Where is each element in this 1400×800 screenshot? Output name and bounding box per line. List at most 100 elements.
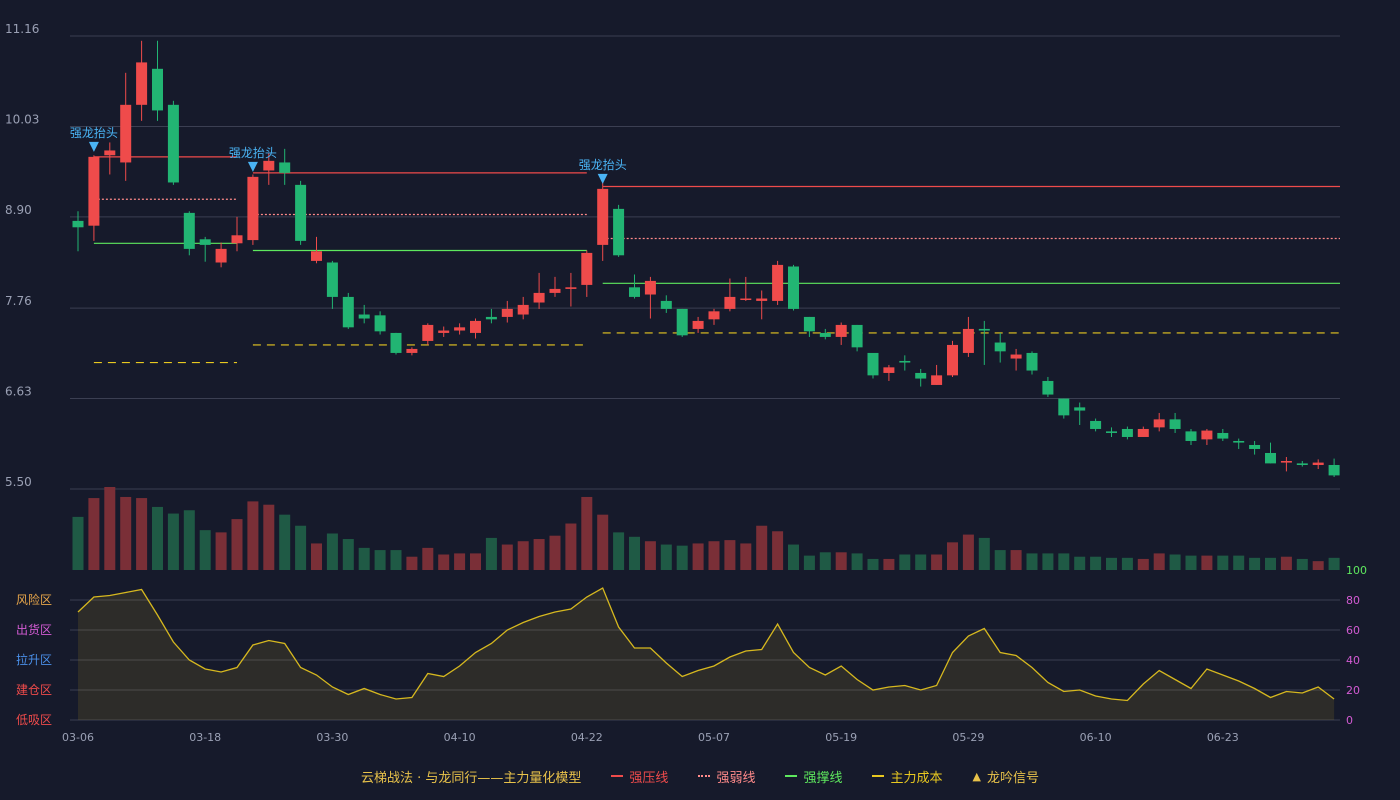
candle-body	[565, 287, 577, 289]
volume-bar	[613, 532, 625, 570]
candle-body	[1010, 354, 1022, 359]
candle-body	[1106, 431, 1117, 433]
candle-body	[708, 311, 720, 320]
candle-body	[788, 266, 799, 309]
chart-legend: 云梯战法 · 与龙同行——主力量化模型 强压线 强弱线 强撑线 主力成本 ▲ 龙…	[0, 764, 1400, 788]
x-tick-label: 04-10	[444, 731, 476, 744]
legend-item-cost[interactable]: 主力成本	[872, 767, 942, 786]
volume-bar	[708, 541, 720, 570]
candle-body	[1090, 420, 1102, 429]
candle-body	[1137, 428, 1149, 437]
volume-bar	[1106, 557, 1117, 570]
candle-body	[772, 264, 784, 301]
candle-body	[1217, 432, 1229, 439]
legend-item-pressure[interactable]: 强压线	[611, 767, 668, 786]
volume-bar	[549, 535, 561, 570]
indicator-line	[77, 587, 1335, 702]
volume-bar	[803, 555, 815, 570]
x-tick-label: 06-23	[1207, 731, 1239, 744]
signal-arrow-icon	[597, 173, 608, 184]
x-tick-label: 03-30	[316, 731, 348, 744]
zone-label: 拉升区	[16, 652, 52, 667]
x-tick-label: 05-29	[952, 731, 984, 744]
candle-body	[136, 62, 148, 105]
indicator-tick-label: 80	[1346, 594, 1360, 607]
volume-bar	[167, 513, 179, 570]
candle-body	[279, 162, 291, 173]
signal-label: 强龙抬头	[229, 146, 277, 160]
candle-body	[231, 235, 243, 244]
volume-bar	[676, 545, 688, 570]
volume-bar	[899, 554, 911, 570]
candle-body	[978, 328, 990, 331]
price-tick-label: 7.76	[5, 294, 32, 308]
support-line-swatch	[785, 775, 798, 777]
volume-bar	[772, 531, 784, 570]
candle-body	[358, 314, 370, 319]
volume-bar	[1296, 558, 1308, 570]
volume-bar	[1280, 556, 1292, 570]
volume-bar	[962, 534, 974, 570]
candle-body	[756, 298, 768, 301]
candle-body	[342, 296, 354, 328]
volume-bar	[311, 543, 322, 570]
volume-bar	[867, 558, 879, 570]
legend-item-weak[interactable]: 强弱线	[698, 767, 755, 786]
volume-bar	[326, 533, 338, 570]
volume-bar	[660, 544, 672, 570]
volume-bar	[1010, 550, 1022, 570]
candle-body	[406, 348, 418, 353]
volume-bar	[501, 544, 513, 570]
candle-body	[1233, 440, 1245, 443]
legend-label-weak: 强弱线	[716, 770, 756, 786]
volume-bar	[851, 553, 863, 570]
volume-bar	[342, 539, 354, 570]
volume-bar	[565, 523, 577, 570]
candle-body	[1058, 398, 1070, 416]
candle-body	[295, 184, 307, 241]
zone-label: 出货区	[16, 622, 52, 637]
volume-bar	[1312, 561, 1324, 570]
legend-title: 云梯战法 · 与龙同行——主力量化模型	[361, 770, 582, 786]
candle-body	[644, 280, 656, 295]
volume-bar	[1249, 557, 1261, 570]
volume-bar	[374, 550, 386, 570]
volume-bar	[152, 506, 163, 570]
candle-body	[1153, 419, 1165, 428]
candle-body	[1026, 352, 1038, 371]
volume-bar	[120, 496, 132, 570]
volume-bar	[692, 543, 704, 570]
volume-bar	[931, 554, 943, 570]
volume-bar	[1265, 557, 1276, 570]
signal-label: 强龙抬头	[579, 158, 627, 172]
volume-bar	[947, 542, 958, 570]
candle-body	[167, 104, 179, 183]
candle-body	[485, 316, 497, 320]
candle-body	[1312, 462, 1324, 465]
volume-bar	[247, 501, 259, 570]
candle-body	[692, 320, 704, 329]
candle-body	[740, 298, 752, 301]
candle-body	[803, 316, 815, 332]
candle-body	[1265, 452, 1276, 464]
indicator-tick-label: 0	[1346, 714, 1353, 727]
candle-body	[1074, 407, 1086, 411]
volume-bar	[629, 536, 640, 570]
x-tick-label: 05-07	[698, 731, 730, 744]
volume-bar	[788, 544, 799, 570]
volume-bar	[1074, 556, 1086, 570]
legend-item-signal[interactable]: ▲ 龙吟信号	[972, 767, 1038, 786]
candle-body	[597, 188, 609, 245]
zone-label: 风险区	[16, 592, 52, 607]
volume-bar	[485, 537, 497, 570]
volume-bar	[1137, 558, 1149, 570]
volume-bar	[1217, 555, 1229, 570]
volume-bar	[1090, 556, 1102, 570]
candle-body	[724, 296, 736, 309]
volume-bar	[199, 530, 211, 570]
volume-bar	[883, 558, 895, 570]
legend-item-support[interactable]: 强撑线	[785, 767, 842, 786]
triangle-icon: ▲	[972, 769, 981, 783]
volume-bar	[1026, 553, 1038, 570]
candle-body	[533, 292, 545, 303]
